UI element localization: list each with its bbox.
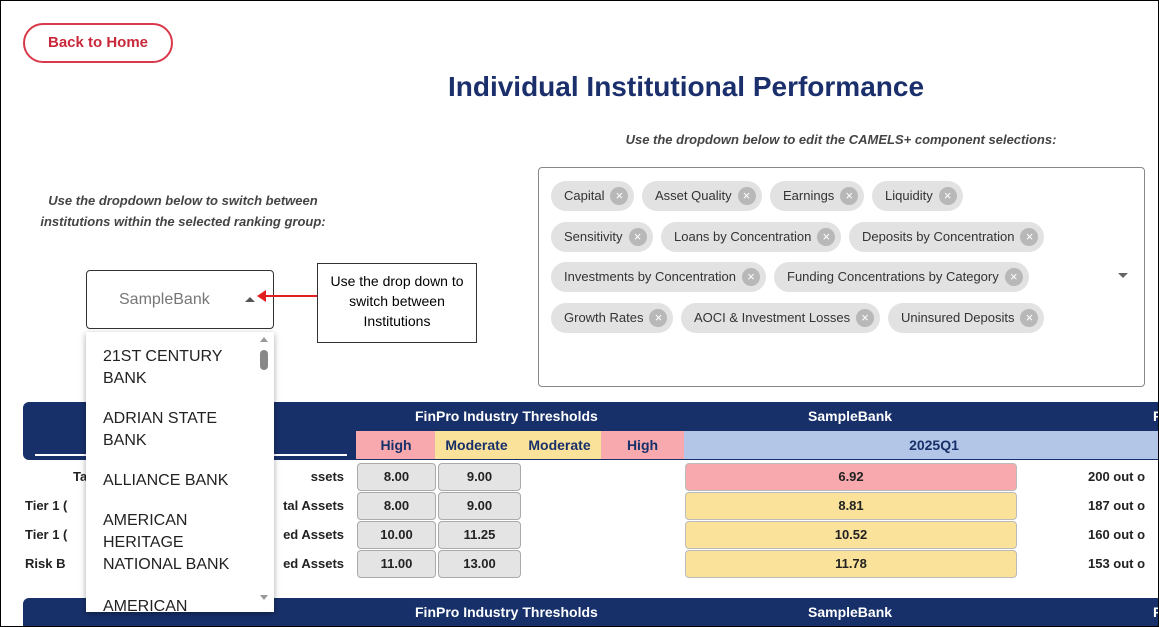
row-label: ed Assets (283, 556, 344, 571)
component-tag[interactable]: Growth Rates × (551, 303, 674, 334)
component-tag[interactable]: Funding Concentrations by Category × (774, 262, 1029, 293)
component-select[interactable]: Capital × Asset Quality × Earnings × Liquidity… (538, 167, 1145, 387)
threshold-header: Moderate (435, 431, 518, 459)
metric-value: 6.92 (685, 463, 1017, 491)
component-tag[interactable]: Loans by Concentration × (661, 221, 842, 252)
back-button[interactable]: Back to Home (23, 23, 173, 63)
tag-label: Funding Concentrations by Category (787, 269, 999, 285)
component-tag[interactable]: Sensitivity × (551, 221, 653, 252)
institution-instruction: Use the dropdown below to switch between… (40, 193, 326, 229)
tag-label: Growth Rates (564, 310, 644, 326)
tag-label: Sensitivity (564, 228, 623, 244)
remove-tag[interactable]: × (938, 187, 957, 205)
row-label: tal Assets (283, 498, 344, 513)
institution-option[interactable]: AMERICAN HERITAGE NATIONAL BANK (103, 512, 230, 573)
row-label: ssets (310, 469, 344, 484)
callout-arrow (257, 290, 318, 302)
remove-tag[interactable]: × (1020, 227, 1039, 246)
threshold-header: 2025Q1 (684, 431, 1158, 459)
component-instruction: Use the dropdown below to edit the CAMEL… (625, 132, 1057, 147)
scroll-up[interactable] (259, 335, 269, 343)
row-label: Risk B (25, 556, 66, 571)
high-threshold: 10.00 (357, 521, 436, 549)
selected-institution: SampleBank (119, 291, 210, 308)
institution-option[interactable]: ADRIAN STATE BANK (103, 410, 218, 449)
component-tag[interactable]: Deposits by Concentration × (849, 221, 1045, 252)
tag-label: Deposits by Concentration (862, 228, 1015, 244)
column-header: R (1153, 408, 1158, 424)
component-tag[interactable]: Investments by Concentration × (551, 262, 766, 293)
high-threshold: 8.00 (357, 463, 436, 491)
component-tag[interactable]: Liquidity × (872, 181, 963, 211)
component-tag[interactable]: Uninsured Deposits × (888, 303, 1045, 334)
threshold-header: Moderate (518, 431, 601, 459)
column-header: SampleBank (808, 604, 893, 620)
threshold-header: High (601, 431, 684, 459)
tag-label: Capital (564, 188, 605, 203)
remove-tag[interactable]: × (1020, 309, 1039, 328)
component-tag[interactable]: Asset Quality × (642, 181, 762, 211)
institution-option[interactable]: 21ST CENTURY BANK (103, 348, 223, 387)
moderate-threshold: 13.00 (438, 550, 521, 578)
remove-tag[interactable]: × (649, 309, 668, 328)
institution-option[interactable]: AMERICAN (103, 598, 188, 612)
remove-tag[interactable]: × (741, 268, 760, 287)
moderate-threshold: 11.25 (438, 521, 521, 549)
column-header: FinPro Industry Thresholds (415, 604, 598, 620)
metric-value: 11.78 (685, 550, 1017, 578)
tag-label: Asset Quality (655, 188, 732, 203)
tag-label: Uninsured Deposits (901, 310, 1015, 326)
remove-tag[interactable]: × (628, 227, 647, 246)
dropdown-caret (245, 297, 255, 302)
rank: 160 out o (1088, 527, 1146, 542)
rank: 153 out o (1088, 556, 1146, 571)
metric-value: 10.52 (685, 521, 1017, 549)
high-threshold: 11.00 (357, 550, 436, 578)
row-label: Tier 1 ( (25, 498, 68, 513)
remove-tag[interactable]: × (737, 187, 756, 205)
moderate-threshold: 9.00 (438, 463, 521, 491)
tag-label: AOCI & Investment Losses (694, 310, 851, 326)
rank: 200 out o (1088, 469, 1146, 484)
component-tag[interactable]: Earnings × (770, 181, 865, 211)
remove-tag[interactable]: × (817, 227, 836, 246)
tag-label: Loans by Concentration (674, 228, 812, 244)
tag-label: Liquidity (885, 188, 933, 203)
institution-dropdown[interactable]: SampleBank (86, 270, 274, 329)
row-label: Ta (73, 469, 88, 484)
component-tag[interactable]: AOCI & Investment Losses × (681, 303, 881, 334)
callout: Use the drop down to switch between Inst… (317, 263, 477, 343)
high-threshold: 8.00 (357, 492, 436, 520)
dropdown-caret (1118, 273, 1128, 278)
scroll-down[interactable] (259, 594, 269, 602)
remove-tag[interactable]: × (856, 309, 875, 328)
rank: 187 out o (1088, 498, 1146, 513)
tag-label: Earnings (783, 188, 835, 203)
remove-tag[interactable]: × (1004, 268, 1023, 287)
component-tag[interactable]: Capital × (551, 181, 635, 211)
page-title: Individual Institutional Performance (447, 71, 925, 102)
tag-label: Investments by Concentration (564, 269, 736, 285)
row-label: Tier 1 ( (25, 527, 68, 542)
table-body: Ta ssets 8.00 9.00 6.92 200 out o Tier 1 ( tal … (1, 463, 1158, 583)
remove-tag[interactable]: × (840, 187, 859, 205)
column-header: SampleBank (808, 408, 893, 424)
moderate-threshold: 9.00 (438, 492, 521, 520)
row-label: ed Assets (283, 527, 344, 542)
scrollbar-thumb (260, 350, 268, 370)
remove-tag[interactable]: × (610, 187, 629, 205)
threshold-header: High (356, 431, 436, 459)
metric-value: 8.81 (685, 492, 1017, 520)
institution-option[interactable]: ALLIANCE BANK (103, 472, 229, 489)
institution-options: 21ST CENTURY BANK ADRIAN STATE BANK ALLIAN… (86, 332, 274, 612)
column-header: R (1153, 604, 1158, 620)
column-header: FinPro Industry Thresholds (415, 408, 598, 424)
